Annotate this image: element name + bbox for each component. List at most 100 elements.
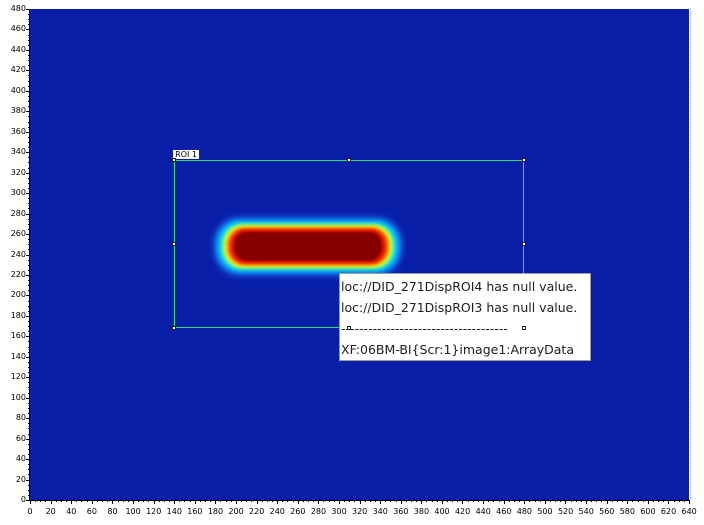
x-tick xyxy=(668,500,670,504)
x-tick-label: 600 xyxy=(640,507,656,516)
x-minor-tick xyxy=(416,500,418,502)
x-minor-tick xyxy=(539,500,541,502)
x-minor-tick xyxy=(642,500,644,502)
x-tick-label: 540 xyxy=(578,507,594,516)
x-tick-label: 240 xyxy=(269,507,285,516)
x-tick xyxy=(462,500,464,504)
x-tick xyxy=(112,500,114,504)
y-tick-label: 260 xyxy=(10,229,26,239)
x-minor-tick xyxy=(153,500,155,502)
roi-resize-handle[interactable] xyxy=(522,158,527,163)
x-minor-tick xyxy=(163,500,165,502)
x-minor-tick xyxy=(261,500,263,502)
x-minor-tick xyxy=(241,500,243,502)
x-minor-tick xyxy=(102,500,104,502)
x-tick xyxy=(586,500,588,504)
x-tick-label: 160 xyxy=(187,507,203,516)
x-minor-tick xyxy=(251,500,253,502)
x-minor-tick xyxy=(493,500,495,502)
x-tick xyxy=(91,500,93,504)
pv-tooltip: loc://DID_271DispROI4 has null value. lo… xyxy=(339,273,591,361)
x-minor-tick xyxy=(477,500,479,502)
x-tick-label: 120 xyxy=(146,507,162,516)
x-minor-tick xyxy=(611,500,613,502)
x-tick-label: 140 xyxy=(166,507,182,516)
x-minor-tick xyxy=(292,500,294,502)
x-minor-tick xyxy=(570,500,572,502)
x-minor-tick xyxy=(483,500,485,502)
x-minor-tick xyxy=(323,500,325,502)
x-tick xyxy=(338,500,340,504)
x-minor-tick xyxy=(503,500,505,502)
roi-resize-handle[interactable] xyxy=(172,158,177,163)
tooltip-line: loc://DID_271DispROI4 has null value. xyxy=(341,279,578,294)
x-minor-tick xyxy=(246,500,248,502)
x-tick-label: 460 xyxy=(496,507,512,516)
x-minor-tick xyxy=(673,500,675,502)
x-minor-tick xyxy=(344,500,346,502)
x-tick-label: 20 xyxy=(45,507,56,516)
x-minor-tick xyxy=(287,500,289,502)
y-tick-label: 120 xyxy=(10,372,26,382)
roi-resize-handle[interactable] xyxy=(347,326,352,331)
x-tick-label: 300 xyxy=(331,507,347,516)
y-tick-label: 340 xyxy=(10,147,26,157)
x-tick xyxy=(235,500,237,504)
x-minor-tick xyxy=(472,500,474,502)
x-minor-tick xyxy=(395,500,397,502)
x-minor-tick xyxy=(689,500,690,502)
x-tick-label: 620 xyxy=(660,507,677,516)
x-tick-label: 60 xyxy=(86,507,97,516)
x-tick-label: 580 xyxy=(619,507,635,516)
roi-resize-handle[interactable] xyxy=(172,326,177,331)
x-minor-tick xyxy=(488,500,490,502)
x-tick-label: 560 xyxy=(599,507,615,516)
x-minor-tick xyxy=(40,500,42,502)
x-minor-tick xyxy=(313,500,315,502)
x-minor-tick xyxy=(122,500,124,502)
roi-resize-handle[interactable] xyxy=(347,158,352,163)
roi-resize-handle[interactable] xyxy=(522,326,527,331)
roi-resize-handle[interactable] xyxy=(172,242,177,247)
y-tick-label: 80 xyxy=(15,413,26,423)
y-tick-label: 380 xyxy=(10,106,26,116)
x-tick-label: 640 xyxy=(681,507,697,516)
x-tick-label: 500 xyxy=(537,507,553,516)
x-tick xyxy=(194,500,196,504)
x-tick xyxy=(483,500,485,504)
x-minor-tick xyxy=(586,500,588,502)
x-minor-tick xyxy=(112,500,114,502)
x-minor-tick xyxy=(184,500,186,502)
x-minor-tick xyxy=(225,500,227,502)
x-minor-tick xyxy=(513,500,515,502)
x-minor-tick xyxy=(400,500,402,502)
y-tick-label: 280 xyxy=(10,208,26,218)
x-tick xyxy=(441,500,443,504)
x-minor-tick xyxy=(426,500,428,502)
x-minor-tick xyxy=(127,500,129,502)
x-axis-line xyxy=(30,500,689,501)
x-minor-tick xyxy=(235,500,237,502)
y-tick-label: 220 xyxy=(10,269,26,279)
beam-image[interactable] xyxy=(30,9,689,500)
roi-resize-handle[interactable] xyxy=(522,242,527,247)
x-minor-tick xyxy=(555,500,557,502)
x-minor-tick xyxy=(302,500,304,502)
x-minor-tick xyxy=(81,500,83,502)
x-tick xyxy=(400,500,402,504)
y-axis-line xyxy=(29,9,30,500)
beam-spot xyxy=(213,216,404,277)
y-tick-label: 140 xyxy=(10,351,26,361)
x-tick xyxy=(71,500,73,504)
x-minor-tick xyxy=(663,500,665,502)
x-minor-tick xyxy=(405,500,407,502)
x-minor-tick xyxy=(374,500,376,502)
x-tick xyxy=(503,500,505,504)
x-minor-tick xyxy=(328,500,330,502)
y-tick-label: 300 xyxy=(10,188,26,198)
y-tick-label: 200 xyxy=(10,290,26,300)
x-tick xyxy=(174,500,176,504)
x-minor-tick xyxy=(169,500,170,502)
y-tick-label: 480 xyxy=(10,4,26,13)
y-tick-label: 440 xyxy=(10,44,26,54)
